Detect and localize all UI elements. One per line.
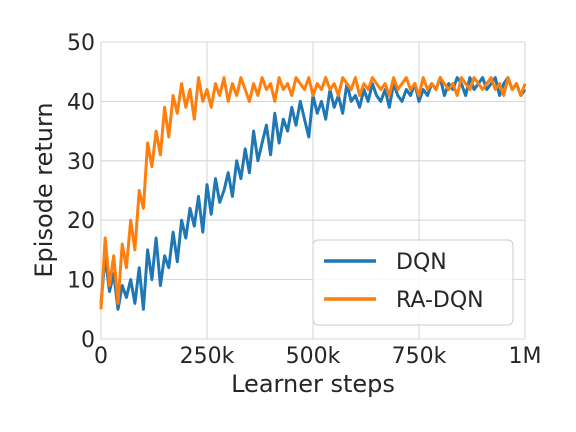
y-tick-label: 0 xyxy=(81,328,95,353)
x-axis-label: Learner steps xyxy=(231,370,395,398)
y-tick-label: 30 xyxy=(67,150,95,175)
y-tick-label: 10 xyxy=(67,269,95,294)
x-tick-label: 500k xyxy=(286,344,341,369)
y-tick-label: 50 xyxy=(67,31,95,56)
x-tick-label: 250k xyxy=(180,344,235,369)
x-tick-label: 0 xyxy=(94,344,108,369)
series-line-ra-dqn xyxy=(99,76,527,310)
x-tick-label: 1M xyxy=(509,344,542,369)
legend-label-dqn: DQN xyxy=(396,250,447,275)
x-tick-label: 750k xyxy=(392,344,447,369)
y-tick-label: 40 xyxy=(67,90,95,115)
legend: DQN RA-DQN xyxy=(312,239,514,326)
y-axis-label: Episode return xyxy=(30,102,58,277)
legend-label-ra-dqn: RA-DQN xyxy=(396,288,484,313)
y-tick-labels: 0 10 20 30 40 50 xyxy=(67,31,95,353)
x-tick-labels: 0 250k 500k 750k 1M xyxy=(94,344,541,369)
y-tick-label: 20 xyxy=(67,209,95,234)
series-lines xyxy=(99,76,527,311)
